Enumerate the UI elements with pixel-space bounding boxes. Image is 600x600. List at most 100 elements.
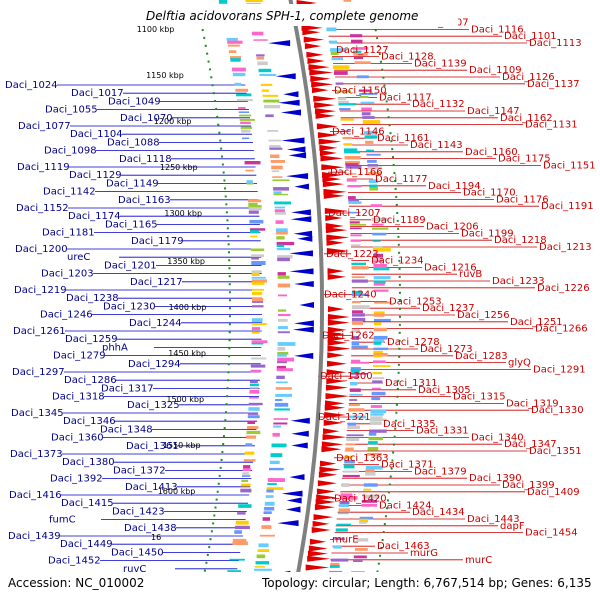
cog-feature-block	[277, 318, 288, 322]
forward-gene-arrow	[323, 188, 348, 195]
reverse-gene-arrow	[293, 320, 314, 327]
forward-gene-label: Daci_1409	[527, 487, 580, 498]
cog-feature-block	[269, 147, 283, 150]
forward-gene-arrow	[301, 24, 323, 31]
cog-feature-block	[373, 327, 387, 332]
forward-gene-label: Daci_1127	[336, 45, 389, 56]
cog-feature-block	[277, 351, 289, 355]
cog-feature-block	[373, 353, 388, 357]
cog-feature-block	[359, 516, 374, 520]
cog-feature-block	[373, 347, 389, 351]
forward-gene-label: Daci_1117	[379, 92, 432, 103]
cog-feature-block	[246, 182, 254, 185]
forward-gene-label: Daci_1371	[381, 460, 434, 471]
cog-feature-block	[348, 403, 360, 406]
cog-feature-block	[372, 232, 387, 236]
forward-gene-label: Daci_1170	[463, 188, 516, 199]
cog-feature-block	[265, 495, 274, 498]
kbp-tick-label: 1500 kbp	[166, 395, 204, 404]
cog-feature-block	[237, 512, 246, 515]
forward-gene-arrow	[305, 564, 330, 571]
reverse-gene-arrow	[286, 497, 302, 504]
forward-gene-arrow	[314, 504, 335, 511]
cog-feature-block	[269, 467, 284, 471]
cog-feature-block	[343, 148, 358, 152]
cog-feature-block	[251, 272, 260, 276]
cog-feature-block	[352, 317, 366, 322]
cog-feature-block	[264, 104, 281, 109]
forward-gene-arrow	[321, 441, 344, 448]
reverse-gene-label: Daci_1423	[112, 506, 165, 517]
cog-feature-block	[362, 116, 375, 119]
cog-feature-block	[349, 393, 363, 396]
cog-feature-block	[247, 415, 260, 419]
cog-feature-block	[258, 543, 269, 548]
cog-feature-block	[273, 191, 282, 195]
cog-feature-block	[359, 93, 378, 95]
cog-feature-block	[251, 357, 267, 360]
cog-feature-block	[351, 359, 361, 363]
cog-feature-block	[366, 153, 381, 156]
forward-gene-arrow	[322, 181, 345, 188]
cog-feature-block	[350, 369, 360, 373]
kbp-tick-label: 1100 kbp	[137, 25, 175, 34]
forward-gene-arrow	[309, 69, 334, 76]
cog-feature-block	[341, 130, 351, 132]
forward-gene-arrow	[316, 494, 337, 501]
footer-backdrop	[0, 572, 600, 600]
cog-feature-block	[371, 396, 381, 401]
cog-feature-block	[277, 331, 290, 334]
cog-feature-block	[241, 479, 249, 483]
cog-feature-block	[372, 380, 383, 383]
cog-feature-block	[274, 402, 289, 407]
kbp-tick-label: 1350 kbp	[167, 257, 205, 266]
forward-gene-arrow	[314, 102, 335, 109]
cog-feature-block	[251, 254, 264, 258]
forward-gene-label: Daci_1137	[527, 79, 580, 90]
forward-gene-arrow	[322, 171, 343, 178]
cog-feature-block	[347, 422, 356, 426]
cog-feature-block	[361, 504, 378, 507]
cog-feature-block	[249, 389, 260, 394]
cog-feature-block	[369, 184, 378, 188]
forward-gene-label: Daci_1207	[328, 208, 381, 219]
cog-feature-block	[276, 365, 286, 369]
cog-feature-block	[278, 309, 287, 312]
cog-feature-block	[359, 96, 369, 98]
cog-feature-block	[254, 566, 265, 568]
cog-feature-block	[273, 418, 288, 420]
reverse-gene-arrow	[278, 99, 300, 106]
forward-gene-arrow	[326, 378, 346, 385]
cog-feature-block	[275, 220, 284, 224]
cog-feature-block	[345, 443, 356, 446]
cog-feature-block	[365, 469, 375, 473]
cog-feature-block	[259, 534, 275, 537]
forward-gene-label: Daci_1454	[525, 528, 578, 539]
cog-feature-block	[350, 367, 361, 371]
cog-feature-block	[242, 472, 250, 475]
cog-feature-block	[267, 130, 279, 132]
cog-feature-block	[335, 82, 344, 85]
reverse-gene-arrow	[294, 280, 314, 287]
kbp-tick-label: 1400 kbp	[169, 303, 207, 312]
cog-feature-block	[273, 187, 289, 191]
cog-feature-block	[370, 204, 382, 207]
forward-gene-arrow	[312, 520, 330, 527]
forward-gene-arrow	[326, 247, 350, 254]
cog-feature-block	[372, 377, 385, 380]
forward-gene-arrow	[324, 411, 347, 418]
forward-gene-label: Daci_1226	[537, 283, 590, 294]
forward-gene-label: ruvB	[459, 269, 482, 280]
cog-feature-block	[330, 52, 339, 56]
forward-gene-label: Daci_1379	[414, 466, 467, 477]
cog-feature-block	[349, 223, 367, 226]
reverse-gene-label: Daci_1345	[11, 408, 64, 419]
cog-feature-block	[256, 54, 265, 57]
cog-feature-block	[350, 234, 362, 237]
reverse-gene-label: Daci_1297	[12, 367, 65, 378]
cog-feature-block	[326, 27, 337, 32]
cog-feature-block	[261, 89, 269, 92]
reverse-gene-label: Daci_1439	[8, 531, 61, 542]
cog-feature-block	[351, 341, 360, 346]
forward-gene-label: Daci_1319	[506, 398, 559, 409]
